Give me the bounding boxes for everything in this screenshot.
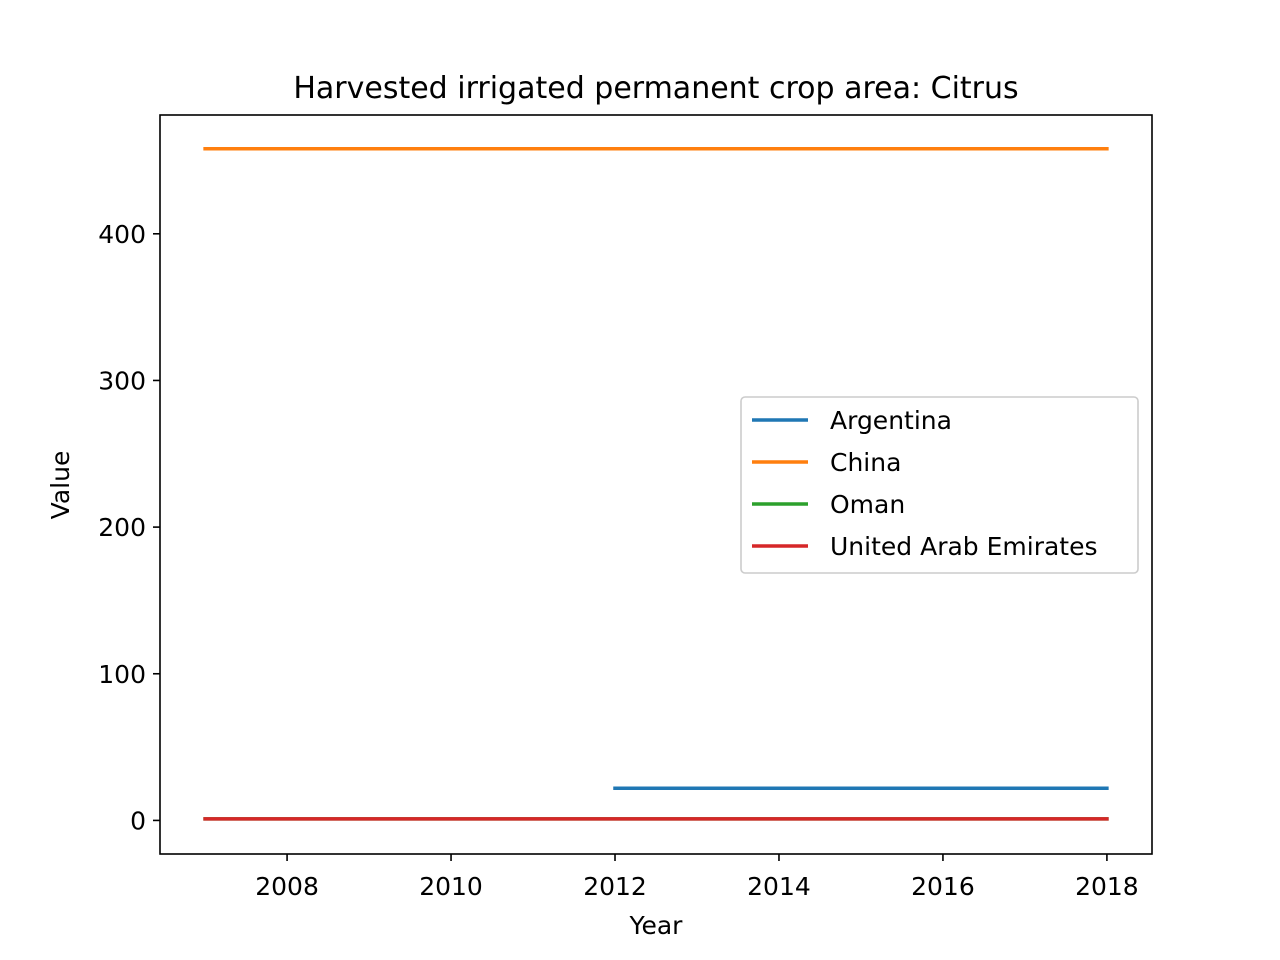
series-layer: [203, 146, 1109, 821]
legend-entry-label: China: [830, 448, 901, 477]
y-axis-label: Value: [46, 451, 75, 520]
legend-items: Argentina China Oman United Arab Emirates: [752, 406, 1098, 561]
x-tick-label: 2008: [255, 872, 319, 901]
legend: Argentina China Oman United Arab Emirates: [740, 396, 1139, 574]
y-tick-label: 0: [130, 806, 146, 835]
x-tick-label: 2010: [419, 872, 483, 901]
legend-box: [740, 396, 1139, 574]
y-tick-label: 200: [98, 513, 146, 542]
plot-frame: [159, 114, 1153, 855]
x-tick-label: 2016: [911, 872, 975, 901]
y-axis-ticks: 0 100 200 300 400: [98, 220, 160, 835]
x-axis-label: Year: [629, 911, 684, 940]
x-axis-ticks: 2008 2010 2012 2014 2016 2018: [255, 854, 1139, 901]
y-tick-label: 400: [98, 220, 146, 249]
legend-entry-label: United Arab Emirates: [830, 532, 1098, 561]
x-tick-label: 2012: [583, 872, 647, 901]
legend-entry-label: Argentina: [830, 406, 952, 435]
chart-title: Harvested irrigated permanent crop area:…: [293, 71, 1018, 106]
legend-entry-label: Oman: [830, 490, 905, 519]
x-tick-label: 2018: [1075, 872, 1139, 901]
x-tick-label: 2014: [747, 872, 811, 901]
y-tick-label: 300: [98, 366, 146, 395]
y-tick-label: 100: [98, 660, 146, 689]
